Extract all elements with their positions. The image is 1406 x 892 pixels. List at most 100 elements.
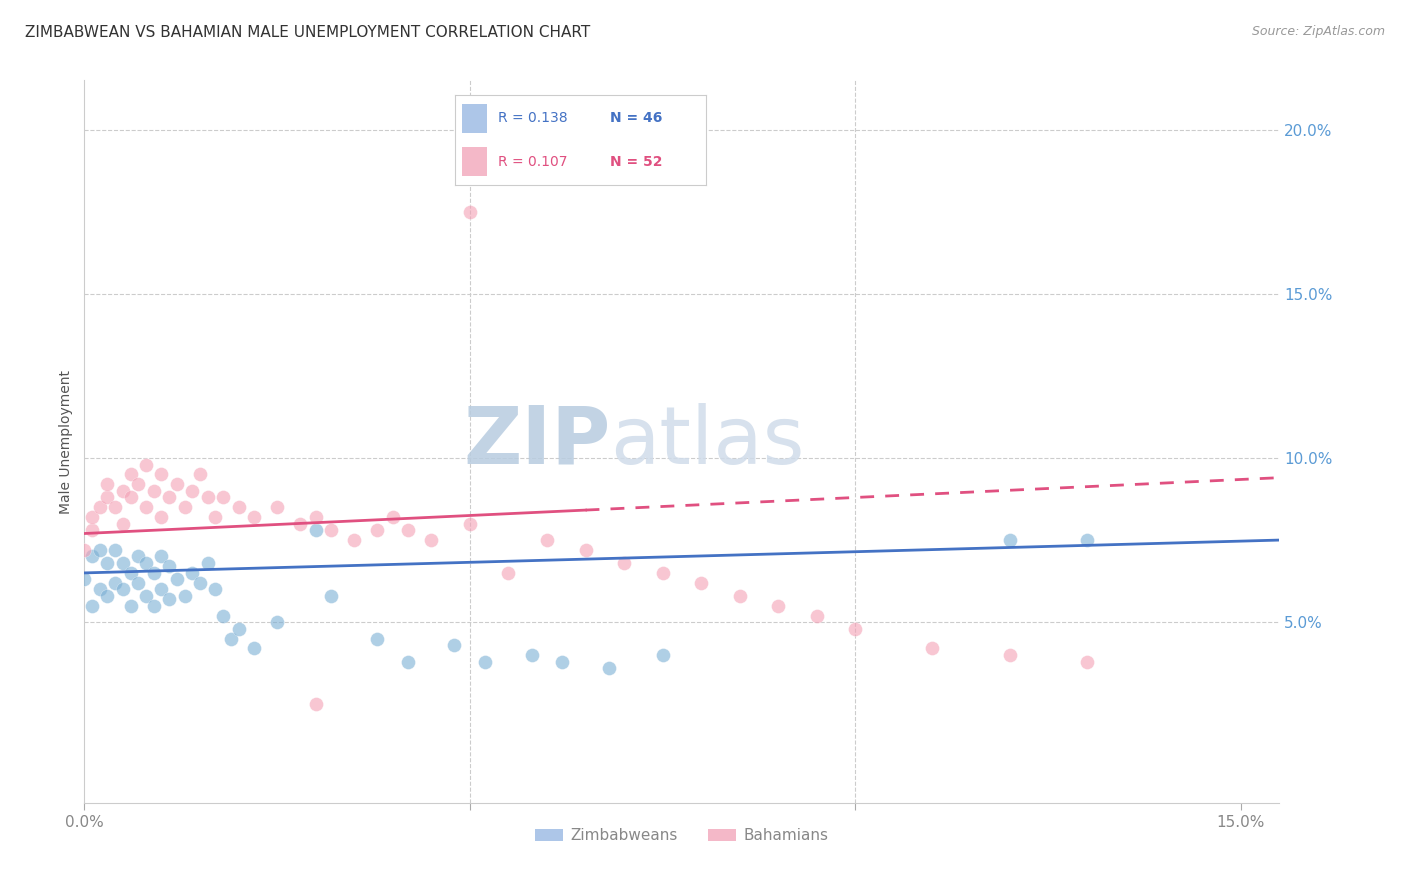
- Point: [319, 523, 342, 537]
- Y-axis label: Male Unemployment: Male Unemployment: [59, 369, 73, 514]
- Point: [111, 483, 134, 498]
- Point: [127, 549, 149, 564]
- Point: [598, 661, 620, 675]
- Point: [135, 500, 157, 515]
- Point: [396, 523, 419, 537]
- Point: [1076, 655, 1098, 669]
- Point: [305, 698, 328, 712]
- Point: [651, 648, 673, 662]
- Point: [266, 615, 288, 630]
- Point: [366, 523, 388, 537]
- Point: [181, 566, 204, 580]
- Point: [127, 477, 149, 491]
- Point: [188, 467, 211, 482]
- Point: [197, 556, 219, 570]
- Point: [613, 556, 636, 570]
- Text: Source: ZipAtlas.com: Source: ZipAtlas.com: [1251, 25, 1385, 38]
- Point: [1076, 533, 1098, 547]
- Point: [73, 573, 96, 587]
- Point: [551, 655, 574, 669]
- Point: [96, 556, 118, 570]
- Point: [104, 575, 127, 590]
- Point: [135, 458, 157, 472]
- Point: [690, 575, 713, 590]
- Text: ZIP: ZIP: [463, 402, 610, 481]
- Point: [243, 510, 266, 524]
- Point: [166, 477, 188, 491]
- Point: [228, 622, 250, 636]
- Point: [366, 632, 388, 646]
- Text: atlas: atlas: [610, 402, 804, 481]
- Point: [266, 500, 288, 515]
- Point: [157, 491, 180, 505]
- Legend: Zimbabweans, Bahamians: Zimbabweans, Bahamians: [529, 822, 835, 849]
- Point: [212, 491, 235, 505]
- Point: [120, 599, 142, 613]
- Point: [142, 599, 165, 613]
- Point: [396, 655, 419, 669]
- Point: [204, 582, 226, 597]
- Point: [150, 582, 173, 597]
- Point: [150, 467, 173, 482]
- Point: [142, 566, 165, 580]
- Point: [520, 648, 543, 662]
- Point: [188, 575, 211, 590]
- Point: [89, 542, 111, 557]
- Point: [305, 510, 328, 524]
- Point: [111, 556, 134, 570]
- Point: [157, 559, 180, 574]
- Point: [80, 599, 103, 613]
- Point: [228, 500, 250, 515]
- Text: ZIMBABWEAN VS BAHAMIAN MALE UNEMPLOYMENT CORRELATION CHART: ZIMBABWEAN VS BAHAMIAN MALE UNEMPLOYMENT…: [25, 25, 591, 40]
- Point: [921, 641, 943, 656]
- Point: [181, 483, 204, 498]
- Point: [443, 638, 465, 652]
- Point: [651, 566, 673, 580]
- Point: [219, 632, 242, 646]
- Point: [420, 533, 443, 547]
- Point: [173, 500, 195, 515]
- Point: [120, 467, 142, 482]
- Point: [80, 549, 103, 564]
- Point: [290, 516, 312, 531]
- Point: [319, 589, 342, 603]
- Point: [998, 648, 1021, 662]
- Point: [381, 510, 404, 524]
- Point: [305, 523, 328, 537]
- Point: [204, 510, 226, 524]
- Point: [806, 608, 828, 623]
- Point: [89, 500, 111, 515]
- Point: [243, 641, 266, 656]
- Point: [498, 566, 520, 580]
- Point: [458, 204, 481, 219]
- Point: [844, 622, 866, 636]
- Point: [458, 516, 481, 531]
- Point: [150, 549, 173, 564]
- Point: [111, 582, 134, 597]
- Point: [150, 510, 173, 524]
- Point: [574, 542, 596, 557]
- Point: [89, 582, 111, 597]
- Point: [73, 542, 96, 557]
- Point: [127, 575, 149, 590]
- Point: [343, 533, 366, 547]
- Point: [96, 491, 118, 505]
- Point: [728, 589, 751, 603]
- Point: [96, 477, 118, 491]
- Point: [120, 491, 142, 505]
- Point: [80, 510, 103, 524]
- Point: [104, 500, 127, 515]
- Point: [998, 533, 1021, 547]
- Point: [157, 592, 180, 607]
- Point: [197, 491, 219, 505]
- Point: [173, 589, 195, 603]
- Point: [135, 556, 157, 570]
- Point: [474, 655, 496, 669]
- Point: [80, 523, 103, 537]
- Point: [120, 566, 142, 580]
- Point: [212, 608, 235, 623]
- Point: [96, 589, 118, 603]
- Point: [768, 599, 790, 613]
- Point: [166, 573, 188, 587]
- Point: [111, 516, 134, 531]
